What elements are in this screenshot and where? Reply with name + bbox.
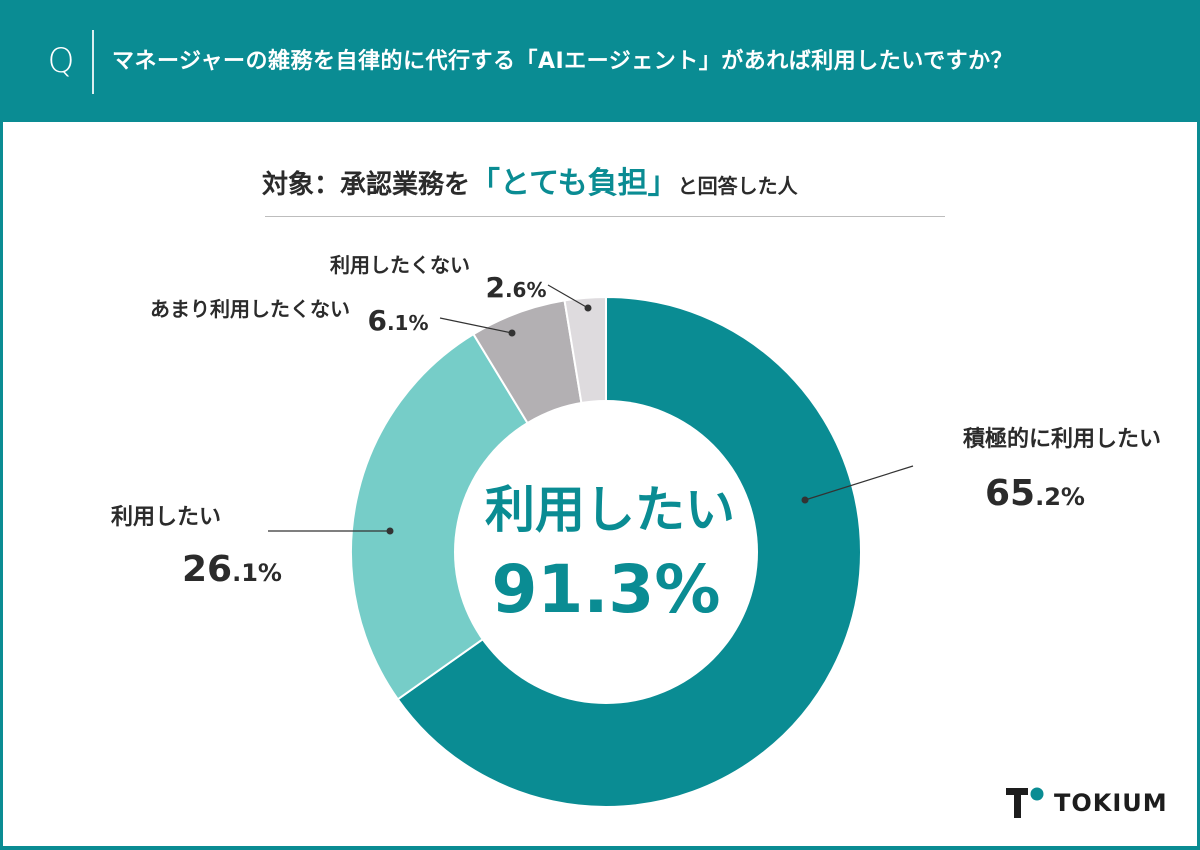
- slice-value-2-dec: .1%: [387, 311, 429, 335]
- slice-value-1-int: 26: [182, 549, 232, 590]
- leader-dots: [386, 304, 809, 535]
- slice-value-3: 2.6%: [485, 271, 546, 304]
- slice-value-3-int: 2: [485, 271, 504, 304]
- slice-value-0-int: 65: [985, 473, 1035, 514]
- leader-dot-2: [508, 329, 516, 337]
- slice-label-1: 利用したい: [111, 505, 221, 530]
- slice-value-1-dec: .1%: [232, 559, 282, 587]
- leader-dot-1: [386, 527, 394, 535]
- leader-lines: [268, 284, 914, 532]
- slice-label-3: 利用したくない: [330, 253, 470, 277]
- leader-line-0: [804, 465, 914, 501]
- header-divider: [92, 30, 94, 94]
- slice-label-2: あまり利用したくない: [150, 297, 350, 321]
- donut-slices: [350, 295, 862, 808]
- slice-value-2-int: 6: [367, 304, 386, 337]
- slice-value-1: 26.1%: [182, 549, 282, 590]
- question-text: マネージャーの雑務を自律的に代行する「AIエージェント」があれば利用したいですか…: [112, 49, 1014, 74]
- question-mark-icon: Q: [47, 41, 75, 81]
- logo-text: TOKIUM: [1054, 789, 1168, 817]
- subtitle-suffix: と回答した人: [677, 174, 798, 198]
- header-banner: Q マネージャーの雑務を自律的に代行する「AIエージェント」があれば利用したいで…: [0, 0, 1200, 122]
- leader-line-3: [547, 284, 589, 309]
- donut-hole: [454, 400, 758, 704]
- leader-dot-0: [801, 496, 809, 504]
- subtitle-underline: [265, 216, 945, 217]
- chart-subtitle: 対象：承認業務を「とても負担」と回答した人: [262, 160, 962, 208]
- subtitle-prefix: 対象：承認業務を: [262, 170, 471, 200]
- center-value: 91.3%: [492, 551, 721, 628]
- tokium-logo-icon: [1006, 787, 1044, 818]
- center-label: 利用したい: [485, 481, 735, 539]
- slice-value-0-dec: .2%: [1035, 483, 1085, 511]
- slice-value-3-dec: .6%: [505, 278, 547, 302]
- slice-label-0: 積極的に利用したい: [963, 426, 1161, 452]
- leader-dot-3: [584, 304, 592, 312]
- leader-line-2: [439, 317, 513, 334]
- subtitle-highlight: 「とても負担」: [470, 166, 678, 201]
- tokium-logo: TOKIUM: [1006, 786, 1176, 820]
- slice-value-0: 65.2%: [985, 473, 1085, 514]
- slice-value-2: 6.1%: [367, 304, 428, 337]
